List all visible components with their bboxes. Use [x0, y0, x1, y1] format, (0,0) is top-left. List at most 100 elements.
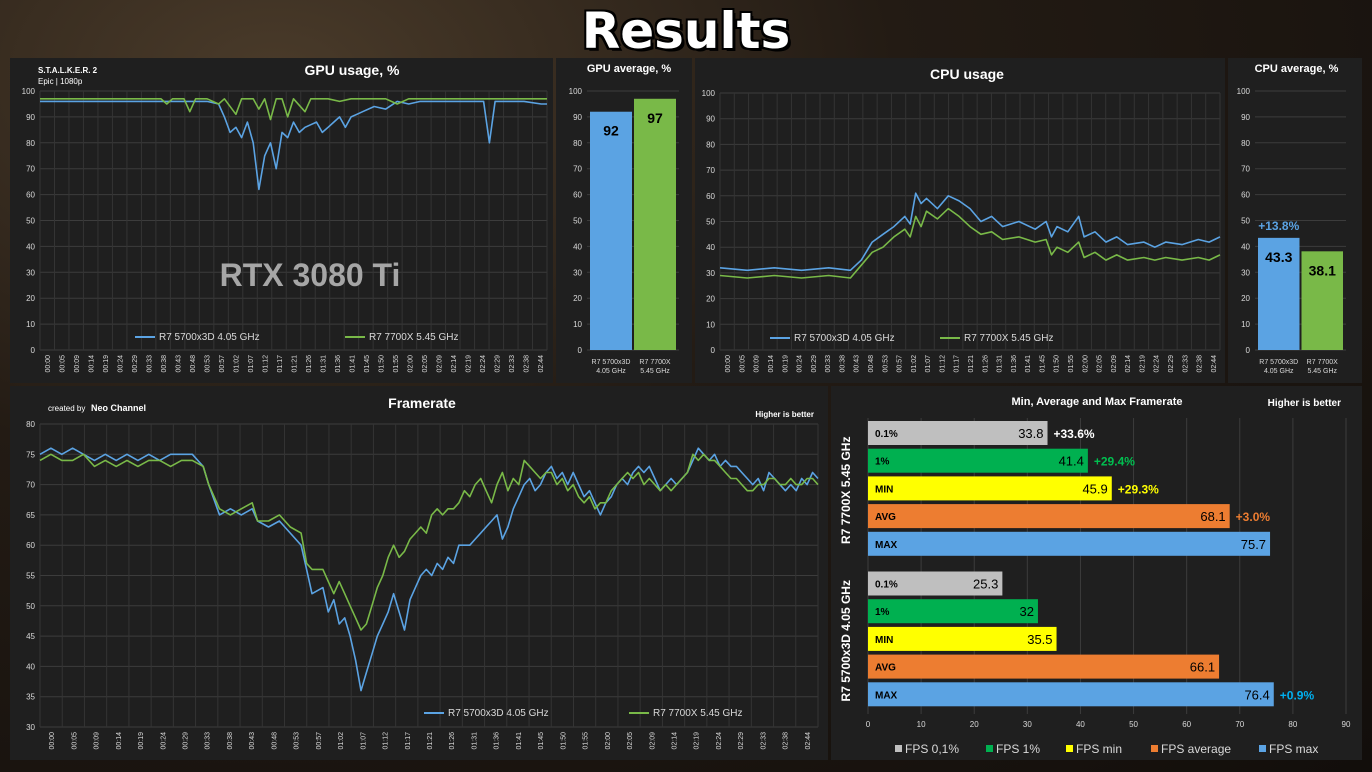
x-tick-label: 00:09 — [754, 355, 761, 373]
x-tick-label: 02:44 — [1211, 355, 1218, 373]
x-tick-label: 02:09 — [436, 355, 443, 373]
y-tick-label: 0 — [31, 346, 36, 355]
cpu-average-chart: 0 10 20 30 40 50 60 70 80 90 100 CPU average, % 43.3… — [1237, 63, 1346, 375]
bar-annotation: +13.8% — [1258, 219, 1299, 233]
legend-label: R7 7700X 5.45 GHz — [653, 708, 743, 719]
y-tick-label: 30 — [573, 268, 582, 277]
y-tick-label: 10 — [1241, 320, 1250, 329]
y-tick-label: 75 — [26, 450, 35, 459]
x-tick-label: 00:05 — [60, 355, 67, 373]
series-line — [40, 100, 547, 191]
y-tick-label: 30 — [706, 269, 715, 278]
x-tick-label: 00:48 — [868, 355, 875, 373]
y-tick-label: 90 — [706, 115, 715, 124]
x-tick-label: 02:19 — [465, 355, 472, 373]
x-tick-label: 02:00 — [1082, 355, 1089, 373]
bar — [634, 98, 676, 350]
bar-delta-label: +3.0% — [1236, 510, 1271, 524]
chart-title: CPU average, % — [1255, 63, 1339, 75]
legend-label: R7 5700x3D 4.05 GHz — [448, 708, 549, 719]
x-tick-label: 01:55 — [393, 355, 400, 373]
x-tick-label: 01:41 — [516, 732, 523, 750]
x-tick-label: 00:09 — [94, 732, 101, 750]
bar-category-label: 5.45 GHz — [640, 368, 670, 375]
x-tick-label: 80 — [1288, 720, 1297, 729]
x-tick-label: 90 — [1342, 720, 1351, 729]
y-tick-label: 20 — [573, 294, 582, 303]
x-tick-label: 01:12 — [383, 732, 390, 750]
x-tick-label: 02:33 — [509, 355, 516, 373]
x-tick-label: 02:00 — [605, 732, 612, 750]
chart-title: CPU usage — [930, 66, 1004, 82]
bar-value-label: 33.8 — [1018, 426, 1043, 441]
bar-metric-label: MIN — [875, 635, 893, 646]
bar-category-label: R7 5700x3D — [592, 359, 631, 366]
gpu-usage-chart: 0 10 20 30 40 50 60 70 80 90 100 00:00 00:05 00:09 00:… — [22, 62, 548, 373]
y-tick-label: 60 — [706, 192, 715, 201]
credit-name: Neo Channel — [91, 403, 146, 413]
bar — [868, 682, 1274, 707]
y-tick-label: 50 — [26, 217, 35, 226]
x-tick-label: 00:29 — [811, 355, 818, 373]
y-tick-label: 70 — [26, 481, 35, 490]
bar-value-label: 45.9 — [1082, 481, 1107, 496]
x-tick-label: 00:53 — [294, 732, 301, 750]
x-tick-label: 00:14 — [768, 355, 775, 373]
bar-metric-label: MAX — [875, 540, 898, 551]
bar-value-label: 32 — [1019, 604, 1033, 619]
y-tick-label: 50 — [26, 602, 35, 611]
bar — [868, 421, 1048, 445]
minmax-panel: Min, Average and Max Framerate Higher is … — [831, 386, 1362, 760]
x-tick-label: 02:33 — [1182, 355, 1189, 373]
y-tick-label: 10 — [706, 320, 715, 329]
x-tick-label: 01:17 — [954, 355, 961, 373]
x-tick-label: 00:57 — [219, 355, 226, 373]
x-tick-label: 00:24 — [118, 355, 125, 373]
x-tick-label: 01:17 — [405, 732, 412, 750]
y-tick-label: 20 — [26, 294, 35, 303]
legend-swatch — [1066, 745, 1073, 752]
x-tick-label: 01:31 — [320, 355, 327, 373]
bar — [868, 476, 1112, 501]
x-tick-label: 60 — [1182, 720, 1191, 729]
bar — [868, 448, 1088, 473]
x-tick-label: 02:38 — [1197, 355, 1204, 373]
x-tick-label: 02:29 — [738, 732, 745, 750]
framerate-panel: 30 35 40 45 50 55 60 65 70 75 80 00:00 00:05 00:09 00:… — [10, 386, 828, 760]
y-tick-label: 0 — [1246, 346, 1251, 355]
bar-metric-label: 1% — [875, 607, 890, 618]
x-tick-label: 02:09 — [649, 732, 656, 750]
y-tick-label: 0 — [711, 346, 716, 355]
x-tick-label: 02:05 — [627, 732, 634, 750]
y-tick-label: 90 — [1241, 113, 1250, 122]
x-tick-label: 00:05 — [71, 732, 78, 750]
group-label: R7 7700X 5.45 GHz — [839, 437, 853, 544]
x-tick-label: 00:38 — [839, 355, 846, 373]
legend-swatch — [986, 745, 993, 752]
y-tick-label: 30 — [26, 268, 35, 277]
x-tick-label: 01:26 — [306, 355, 313, 373]
x-tick-label: 01:02 — [338, 732, 345, 750]
bar-delta-label: +29.4% — [1094, 455, 1135, 469]
series-line — [39, 447, 819, 692]
y-tick-label: 60 — [1241, 191, 1250, 200]
x-tick-label: 02:38 — [523, 355, 530, 373]
x-tick-label: 01:50 — [378, 355, 385, 373]
legend-label: R7 7700X 5.45 GHz — [369, 332, 459, 343]
bar-value-label: 43.3 — [1265, 249, 1292, 265]
y-tick-label: 80 — [26, 420, 35, 429]
bar — [868, 504, 1230, 529]
x-tick-label: 00:00 — [49, 732, 56, 750]
series-line — [39, 453, 819, 631]
x-tick-label: 00:09 — [74, 355, 81, 373]
x-tick-label: 01:21 — [292, 355, 299, 373]
x-tick-label: 01:07 — [360, 732, 367, 750]
y-tick-label: 90 — [26, 113, 35, 122]
x-tick-label: 20 — [970, 720, 979, 729]
x-tick-label: 01:45 — [538, 732, 545, 750]
x-tick-label: 01:45 — [364, 355, 371, 373]
x-tick-label: 01:31 — [997, 355, 1004, 373]
x-tick-label: 40 — [1076, 720, 1085, 729]
x-tick-label: 01:50 — [1054, 355, 1061, 373]
x-tick-label: 02:05 — [1097, 355, 1104, 373]
